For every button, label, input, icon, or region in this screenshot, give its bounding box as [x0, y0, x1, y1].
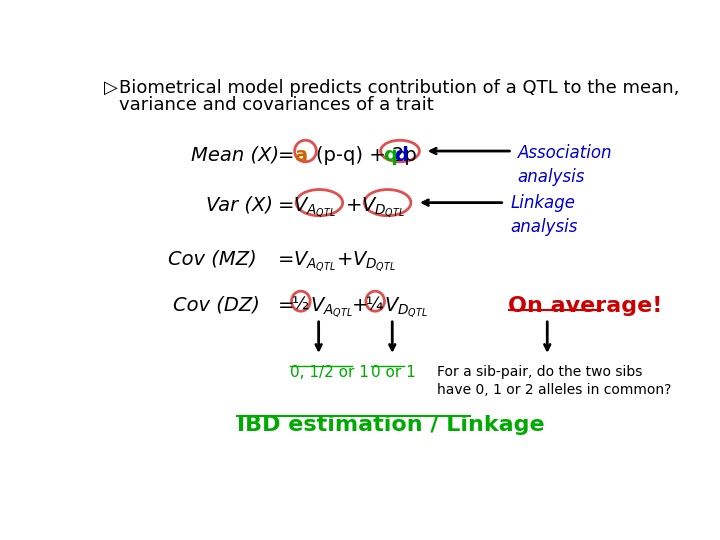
Text: a: a: [294, 146, 307, 165]
Text: $V_{A_{QTL}}$: $V_{A_{QTL}}$: [293, 195, 336, 220]
Text: For a sib-pair, do the two sibs
have 0, 1 or 2 alleles in common?: For a sib-pair, do the two sibs have 0, …: [437, 365, 672, 397]
Text: +: +: [336, 249, 353, 268]
Text: variance and covariances of a trait: variance and covariances of a trait: [120, 96, 434, 113]
Text: d: d: [394, 146, 408, 165]
Text: Association
analysis: Association analysis: [518, 144, 612, 186]
Text: $V_{D_{QTL}}$: $V_{D_{QTL}}$: [361, 195, 405, 220]
Text: =: =: [277, 296, 294, 315]
Text: q: q: [383, 146, 397, 165]
Text: =: =: [277, 146, 294, 165]
Text: On average!: On average!: [508, 296, 663, 316]
Text: +: +: [346, 195, 362, 215]
Text: +: +: [352, 296, 369, 315]
Text: =: =: [277, 249, 294, 268]
Text: Cov (DZ): Cov (DZ): [173, 296, 260, 315]
Text: =: =: [277, 195, 294, 215]
Text: $V_{D_{QTL}}$: $V_{D_{QTL}}$: [384, 296, 428, 320]
Text: Linkage
analysis: Linkage analysis: [510, 194, 577, 236]
Text: Biometrical model predicts contribution of a QTL to the mean,: Biometrical model predicts contribution …: [120, 79, 680, 97]
Text: ½: ½: [292, 296, 309, 314]
Text: ¼: ¼: [366, 296, 383, 314]
Text: ▷: ▷: [104, 79, 118, 97]
Text: 0, 1/2 or 1: 0, 1/2 or 1: [290, 365, 369, 380]
Text: (p-q) + 2p: (p-q) + 2p: [315, 146, 416, 165]
Text: IBD estimation / Linkage: IBD estimation / Linkage: [238, 415, 545, 435]
Text: Mean (X): Mean (X): [191, 146, 279, 165]
Text: $V_{A_{QTL}}$: $V_{A_{QTL}}$: [310, 296, 353, 320]
Text: Cov (MZ): Cov (MZ): [168, 249, 256, 268]
Text: $V_{D_{QTL}}$: $V_{D_{QTL}}$: [352, 249, 396, 274]
Text: Var (X): Var (X): [206, 195, 274, 215]
Text: 0 or 1: 0 or 1: [371, 365, 415, 380]
Text: $V_{A_{QTL}}$: $V_{A_{QTL}}$: [293, 249, 336, 274]
